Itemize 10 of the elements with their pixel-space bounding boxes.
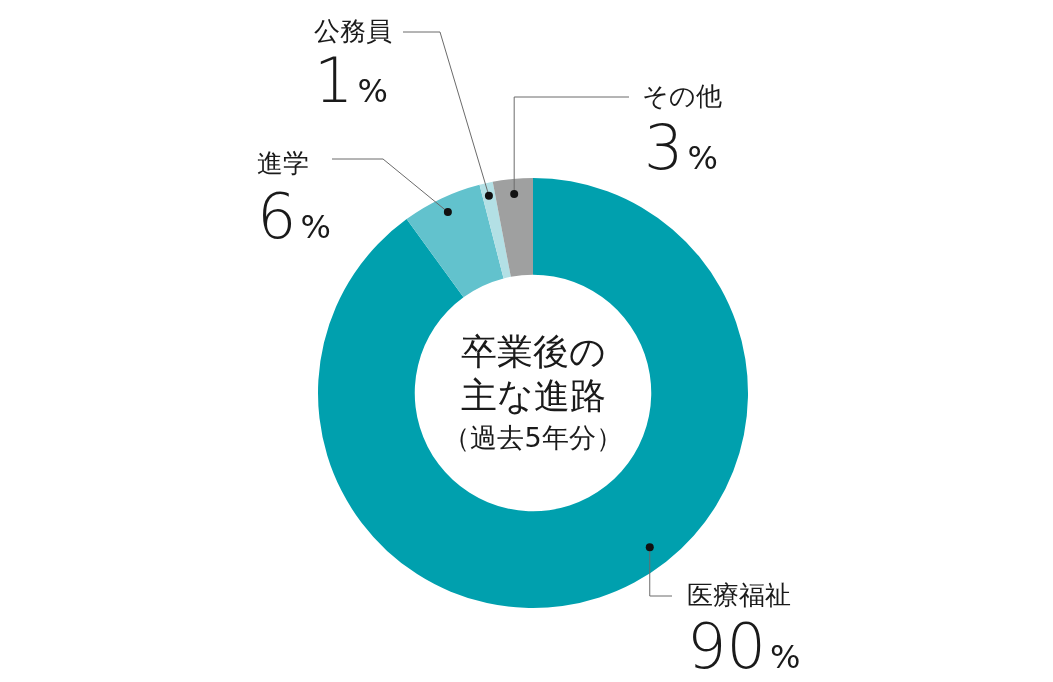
text: （過去5年分） (442, 421, 624, 455)
data-label: 90% (687, 610, 801, 682)
text: 卒業後の主な進路 (459, 330, 607, 418)
data-label: 1% (314, 44, 388, 117)
data-label: 3% (644, 111, 718, 184)
slice-label: 進学 (257, 147, 309, 178)
data-label: 6% (257, 180, 331, 253)
slice-label: その他 (642, 80, 722, 111)
slice-label: 公務員 (314, 15, 392, 46)
slice-label: 医療福祉 (687, 579, 791, 610)
